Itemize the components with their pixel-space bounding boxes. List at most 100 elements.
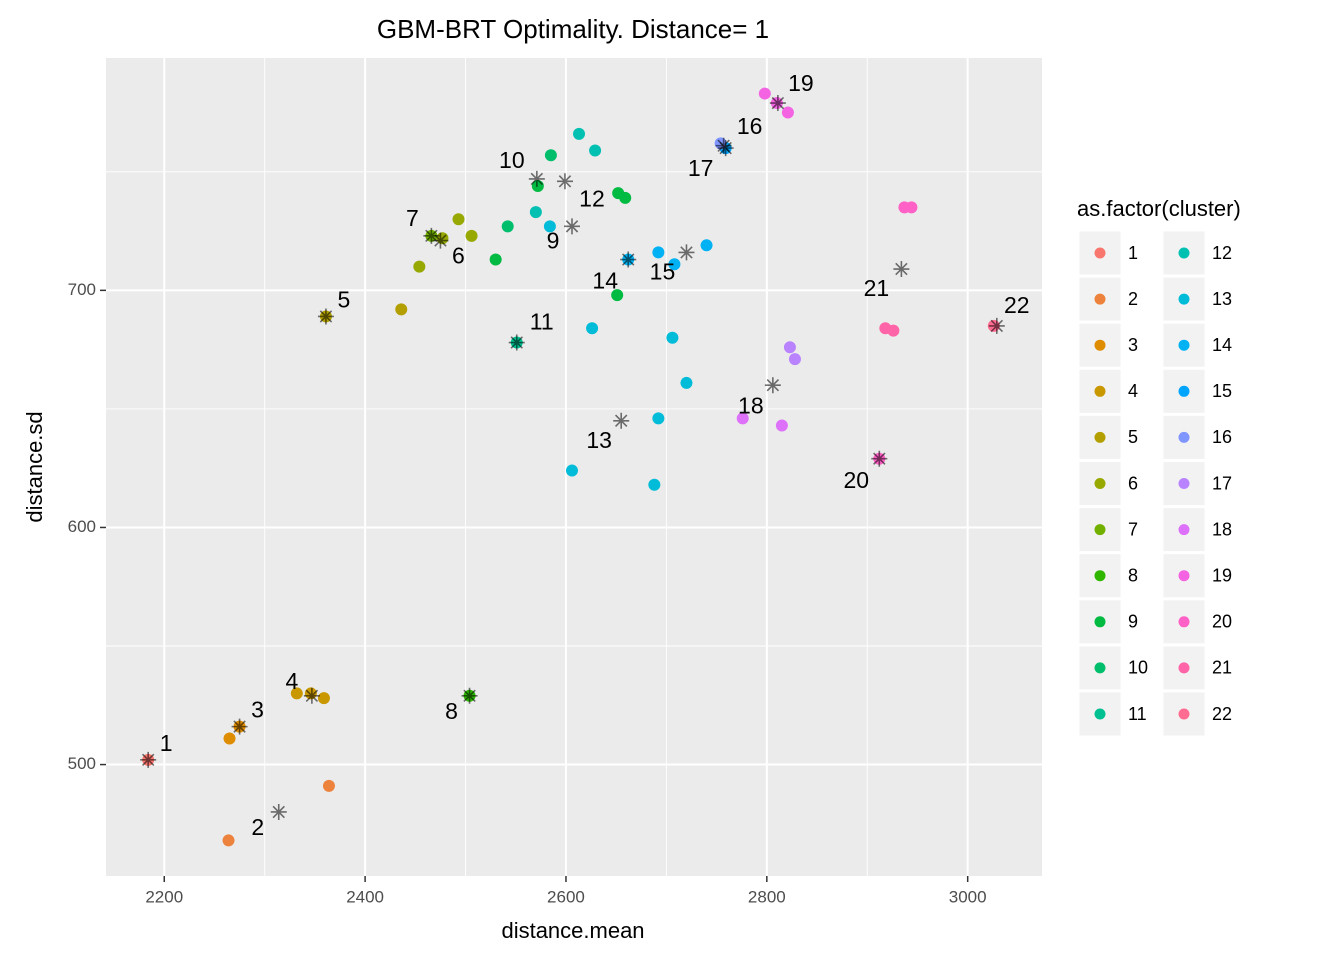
- cluster-label: 13: [586, 427, 612, 453]
- legend-marker: [1094, 385, 1106, 397]
- legend-label: 17: [1212, 473, 1232, 493]
- point: [586, 322, 599, 335]
- y-tick-label: 600: [68, 517, 96, 536]
- point: [758, 87, 771, 100]
- point: [543, 220, 556, 233]
- cluster-label: 12: [579, 185, 605, 211]
- point: [544, 149, 557, 162]
- cluster-center: [303, 687, 320, 704]
- cluster-center: [556, 173, 573, 190]
- cluster-center: [715, 137, 732, 154]
- cluster-label: 1: [160, 730, 173, 756]
- legend-label: 8: [1128, 565, 1138, 585]
- point: [322, 779, 335, 792]
- cluster-label: 7: [406, 205, 419, 231]
- point: [589, 144, 602, 157]
- legend-marker: [1178, 293, 1190, 305]
- point: [395, 303, 408, 316]
- point: [905, 201, 918, 214]
- legend-marker: [1178, 524, 1190, 536]
- legend-label: 19: [1212, 565, 1232, 585]
- point: [788, 353, 801, 366]
- x-tick-label: 2400: [346, 887, 384, 906]
- y-tick-label: 500: [68, 754, 96, 773]
- point: [290, 687, 303, 700]
- cluster-center: [620, 251, 637, 268]
- point: [700, 239, 713, 252]
- cluster-label: 19: [788, 70, 814, 96]
- legend-label: 21: [1212, 658, 1232, 678]
- legend-marker: [1094, 708, 1106, 720]
- legend-marker: [1094, 293, 1106, 305]
- cluster-label: 17: [688, 155, 714, 181]
- point: [222, 834, 235, 847]
- y-axis-title: distance.sd: [22, 411, 47, 522]
- legend-label: 22: [1212, 704, 1232, 724]
- legend-label: 18: [1212, 519, 1232, 539]
- cluster-label: 8: [445, 698, 458, 724]
- cluster-label: 3: [251, 697, 264, 723]
- point: [775, 419, 788, 432]
- cluster-center: [678, 244, 695, 261]
- cluster-center: [528, 170, 545, 187]
- point: [611, 289, 624, 302]
- point: [223, 732, 236, 745]
- legend-title: as.factor(cluster): [1077, 196, 1241, 221]
- point: [317, 692, 330, 705]
- point: [736, 412, 749, 425]
- cluster-label: 22: [1004, 292, 1030, 318]
- legend-label: 16: [1212, 427, 1232, 447]
- x-axis-title: distance.mean: [501, 918, 644, 943]
- point: [413, 260, 426, 273]
- legend-label: 2: [1128, 289, 1138, 309]
- cluster-center: [317, 308, 334, 325]
- legend-key: [1162, 507, 1206, 553]
- y-tick-label: 700: [68, 280, 96, 299]
- point: [452, 213, 465, 226]
- legend-marker: [1094, 431, 1106, 443]
- x-tick-label: 2200: [145, 887, 183, 906]
- cluster-center: [769, 95, 786, 112]
- cluster-center: [461, 687, 478, 704]
- cluster-label: 20: [844, 467, 870, 493]
- cluster-label: 4: [285, 668, 298, 694]
- point: [887, 324, 900, 337]
- point: [666, 331, 679, 344]
- cluster-center: [508, 334, 525, 351]
- point: [501, 220, 514, 233]
- cluster-label: 2: [251, 814, 264, 840]
- cluster-center: [871, 450, 888, 467]
- legend-label: 15: [1212, 381, 1232, 401]
- cluster-center: [563, 218, 580, 235]
- cluster-label: 5: [338, 287, 351, 313]
- legend-marker: [1094, 524, 1106, 536]
- point: [529, 206, 542, 219]
- cluster-center: [231, 718, 248, 735]
- point: [489, 253, 502, 266]
- cluster-label: 16: [737, 113, 763, 139]
- legend-marker: [1178, 570, 1190, 582]
- legend-marker: [1178, 662, 1190, 674]
- cluster-center: [613, 412, 630, 429]
- point: [573, 127, 586, 140]
- legend-marker: [1178, 339, 1190, 351]
- legend-marker: [1094, 339, 1106, 351]
- point: [652, 412, 665, 425]
- point: [465, 229, 478, 242]
- legend-marker: [1094, 570, 1106, 582]
- legend-label: 6: [1128, 473, 1138, 493]
- cluster-center: [423, 227, 440, 244]
- cluster-label: 21: [864, 275, 890, 301]
- cluster-center: [988, 317, 1005, 334]
- legend-label: 1: [1128, 243, 1138, 263]
- point: [619, 191, 632, 204]
- point: [648, 478, 661, 491]
- legend-label: 20: [1212, 612, 1232, 632]
- x-tick-label: 2600: [547, 887, 585, 906]
- cluster-label: 15: [650, 259, 676, 285]
- cluster-label: 14: [592, 268, 618, 294]
- legend-label: 4: [1128, 381, 1138, 401]
- cluster-center: [893, 261, 910, 278]
- legend-label: 7: [1128, 519, 1138, 539]
- legend-marker: [1178, 616, 1190, 628]
